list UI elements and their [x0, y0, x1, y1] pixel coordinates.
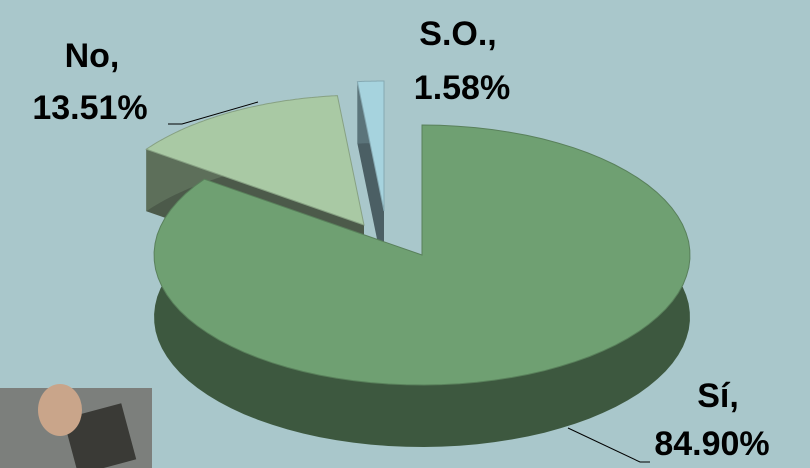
slice [145, 95, 365, 226]
value-label: 84.90% [654, 425, 769, 463]
slice [356, 80, 385, 212]
slice [153, 124, 691, 386]
value-label: 13.51% [32, 89, 147, 127]
photo [0, 384, 152, 468]
leader-line [168, 101, 259, 125]
category-label: Sí, [697, 377, 739, 415]
leader-line [567, 427, 650, 463]
value-label: 1.58% [414, 69, 510, 107]
category-label: No, [65, 37, 120, 75]
category-label: S.O., [419, 15, 496, 53]
